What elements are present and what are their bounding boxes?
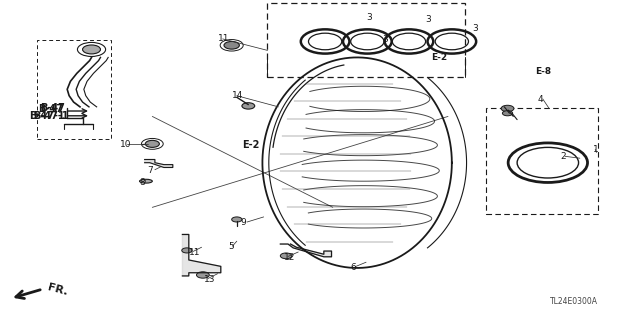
Circle shape bbox=[502, 111, 513, 116]
Text: B-47: B-47 bbox=[40, 103, 65, 114]
Text: 4: 4 bbox=[538, 95, 543, 104]
Text: 2: 2 bbox=[561, 152, 566, 161]
Text: 9: 9 bbox=[241, 218, 246, 227]
Text: E-2: E-2 bbox=[431, 53, 447, 62]
Bar bbox=[486, 108, 598, 214]
Text: 3: 3 bbox=[383, 35, 388, 44]
Ellipse shape bbox=[140, 179, 152, 183]
Text: 10: 10 bbox=[120, 140, 132, 149]
Bar bbox=[267, 3, 465, 77]
Circle shape bbox=[501, 105, 514, 112]
Text: E-8: E-8 bbox=[535, 67, 551, 76]
Polygon shape bbox=[182, 234, 221, 276]
Circle shape bbox=[280, 253, 292, 259]
Text: 1: 1 bbox=[593, 145, 598, 154]
Text: E-2: E-2 bbox=[242, 140, 259, 150]
Text: 3: 3 bbox=[425, 15, 431, 24]
Text: B-47-1: B-47-1 bbox=[29, 111, 65, 122]
Polygon shape bbox=[145, 160, 173, 167]
Text: 6: 6 bbox=[351, 263, 356, 272]
Circle shape bbox=[232, 217, 242, 222]
Text: 8: 8 bbox=[140, 178, 145, 187]
Text: B-47-1: B-47-1 bbox=[33, 111, 69, 122]
Circle shape bbox=[83, 45, 100, 54]
Text: B-47: B-47 bbox=[38, 104, 63, 114]
Text: 7: 7 bbox=[147, 166, 153, 175]
Circle shape bbox=[224, 41, 239, 49]
Text: FR.: FR. bbox=[46, 282, 68, 297]
Circle shape bbox=[242, 103, 255, 109]
Circle shape bbox=[145, 140, 159, 147]
Polygon shape bbox=[280, 244, 332, 257]
Text: 13: 13 bbox=[204, 275, 215, 284]
Bar bbox=[37, 40, 111, 139]
Text: 5: 5 bbox=[228, 242, 234, 251]
Text: 14: 14 bbox=[232, 91, 243, 100]
Text: 11: 11 bbox=[189, 248, 200, 256]
Text: TL24E0300A: TL24E0300A bbox=[550, 297, 598, 306]
Circle shape bbox=[182, 248, 192, 253]
Text: 11: 11 bbox=[218, 34, 229, 43]
Circle shape bbox=[196, 272, 209, 278]
Text: 3: 3 bbox=[472, 24, 478, 33]
Text: 3: 3 bbox=[367, 13, 372, 22]
Text: 12: 12 bbox=[284, 253, 296, 262]
